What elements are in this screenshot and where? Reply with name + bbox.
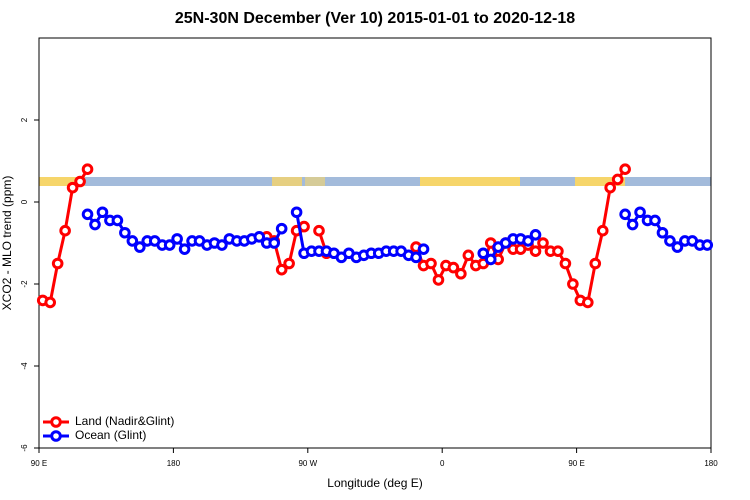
data-point xyxy=(163,239,176,251)
data-point xyxy=(611,173,624,186)
data-point xyxy=(582,296,594,309)
data-point xyxy=(701,239,714,251)
y-tick-label: 0 xyxy=(20,199,29,204)
data-point xyxy=(178,243,191,255)
data-point xyxy=(96,206,109,219)
data-point xyxy=(81,208,94,221)
y-axis-label: XCO2 - MLO trend (ppm) xyxy=(0,176,14,311)
legend-label: Land (Nadir&Glint) xyxy=(75,414,174,428)
data-point xyxy=(529,229,542,241)
data-point xyxy=(671,241,684,253)
data-point xyxy=(59,224,71,237)
data-point xyxy=(74,175,86,188)
x-tick-label: 180 xyxy=(167,459,181,468)
data-point xyxy=(477,247,490,260)
data-point xyxy=(455,267,467,280)
data-point xyxy=(89,218,101,231)
x-axis-label: Longitude (deg E) xyxy=(327,476,422,490)
x-tick-label: 90 E xyxy=(568,459,584,468)
data-point xyxy=(462,249,475,262)
data-point xyxy=(649,214,661,227)
data-point xyxy=(134,241,146,253)
data-point xyxy=(589,257,602,270)
data-point xyxy=(275,222,288,235)
data-point xyxy=(290,206,303,219)
data-point xyxy=(447,261,460,274)
data-point xyxy=(537,237,549,249)
data-point xyxy=(253,231,266,243)
data-point xyxy=(596,224,609,237)
y-tick-label: -6 xyxy=(20,444,29,452)
data-point xyxy=(425,257,437,270)
data-point xyxy=(484,253,497,266)
data-point xyxy=(626,218,639,231)
data-point xyxy=(111,214,124,227)
data-point xyxy=(126,235,139,247)
data-point xyxy=(66,181,79,194)
x-tick-label: 180 xyxy=(704,459,718,468)
data-point xyxy=(619,163,631,175)
x-tick-label: 90 W xyxy=(298,459,317,468)
data-point xyxy=(283,257,295,270)
data-point xyxy=(604,181,617,194)
y-tick-label: -4 xyxy=(20,362,29,370)
data-point xyxy=(410,251,422,264)
data-point xyxy=(275,263,288,276)
y-tick-label: -2 xyxy=(20,280,29,288)
data-point xyxy=(619,208,631,221)
land-ocean-strip xyxy=(39,177,711,186)
data-point xyxy=(634,206,646,219)
legend-label: Ocean (Glint) xyxy=(75,428,146,442)
data-point xyxy=(44,296,57,309)
data-point xyxy=(417,243,430,255)
y-tick-label: 2 xyxy=(20,117,29,122)
data-point xyxy=(268,237,281,249)
data-point xyxy=(119,226,131,239)
data-point xyxy=(51,257,64,270)
data-point xyxy=(171,233,183,245)
data-point xyxy=(559,257,572,270)
data-point xyxy=(529,245,542,257)
data-point xyxy=(664,235,676,247)
x-tick-label: 90 E xyxy=(31,459,47,468)
data-point xyxy=(567,278,579,290)
data-point xyxy=(552,245,564,257)
data-point xyxy=(313,224,325,237)
data-point xyxy=(522,235,534,247)
data-point xyxy=(656,226,669,239)
data-point xyxy=(81,163,94,175)
chart-title: 25N-30N December (Ver 10) 2015-01-01 to … xyxy=(175,10,575,27)
legend-marker xyxy=(50,416,62,428)
data-point xyxy=(432,274,445,286)
legend-marker xyxy=(50,430,62,442)
data-point xyxy=(216,239,228,251)
x-tick-label: 0 xyxy=(440,459,445,468)
